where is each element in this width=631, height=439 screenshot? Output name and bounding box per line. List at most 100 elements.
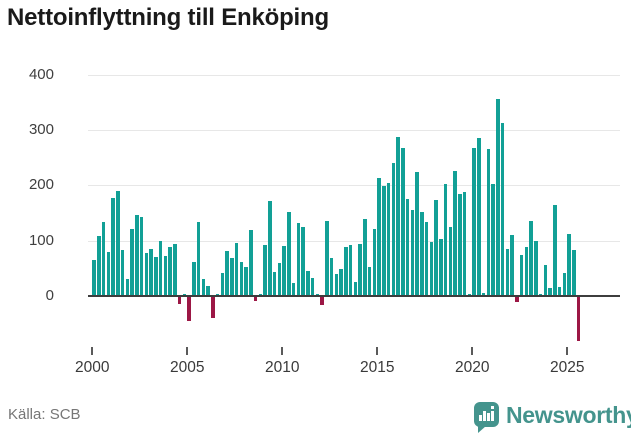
bar-2000-q52[interactable] xyxy=(339,269,343,296)
bar-2000-q36[interactable] xyxy=(263,245,267,296)
bar-2000-q69[interactable] xyxy=(420,211,424,296)
bar-2000-q93[interactable] xyxy=(534,240,538,296)
bar-2000-q38[interactable] xyxy=(272,271,277,296)
bar-2000-q57[interactable] xyxy=(363,219,367,296)
bar-2000-q56[interactable] xyxy=(358,244,362,296)
bar-2000-q8[interactable] xyxy=(130,229,134,296)
bar-2000-q27[interactable] xyxy=(220,272,225,296)
bar-2000-q77[interactable] xyxy=(458,194,462,296)
bar-2000-q89[interactable] xyxy=(515,297,519,302)
bar-2000-q49[interactable] xyxy=(325,220,329,296)
bar-2000-q25[interactable] xyxy=(211,297,215,318)
bar-2000-q51[interactable] xyxy=(334,273,339,296)
bar-2000-q12[interactable] xyxy=(149,248,153,296)
bar-2000-q64[interactable] xyxy=(396,136,400,296)
bar-2000-q29[interactable] xyxy=(230,258,234,296)
bar-2000-q66[interactable] xyxy=(405,198,410,296)
logo-chart-bar xyxy=(483,411,486,421)
bar-2000-q22[interactable] xyxy=(196,221,201,296)
bar-2000-q5[interactable] xyxy=(116,190,120,296)
bar-2000-q81[interactable] xyxy=(477,137,481,296)
bar-2000-q1[interactable] xyxy=(97,236,101,296)
bar-2000-q63[interactable] xyxy=(391,162,396,296)
bar-2000-q20[interactable] xyxy=(187,297,191,321)
bar-2000-q34[interactable] xyxy=(253,297,258,302)
bar-2000-q84[interactable] xyxy=(491,184,495,296)
bar-2000-q90[interactable] xyxy=(519,255,524,296)
bar-2000-q78[interactable] xyxy=(462,192,467,296)
bar-2000-q86[interactable] xyxy=(500,122,505,296)
bar-2000-q70[interactable] xyxy=(424,221,429,296)
bar-2000-q54[interactable] xyxy=(348,244,353,296)
bar-2000-q58[interactable] xyxy=(367,266,372,296)
bar-2000-q82[interactable] xyxy=(481,293,486,296)
bar-2000-q68[interactable] xyxy=(415,172,419,296)
bar-2000-q39[interactable] xyxy=(277,263,282,296)
bar-2000-q53[interactable] xyxy=(344,247,348,296)
bar-2000-q17[interactable] xyxy=(173,244,177,296)
bar-2000-q76[interactable] xyxy=(453,171,457,296)
bar-2000-q48[interactable] xyxy=(320,297,324,306)
bar-2000-q15[interactable] xyxy=(163,256,168,296)
bar-2000-q91[interactable] xyxy=(524,247,529,296)
bar-2000-q4[interactable] xyxy=(111,197,115,296)
bar-2000-q40[interactable] xyxy=(282,245,286,296)
bar-2000-q43[interactable] xyxy=(296,223,301,296)
bar-2000-q97[interactable] xyxy=(553,204,557,296)
bar-2000-q18[interactable] xyxy=(177,297,182,305)
bar-2000-q50[interactable] xyxy=(329,258,334,296)
bar-2000-q11[interactable] xyxy=(144,252,149,296)
bar-2000-q9[interactable] xyxy=(135,215,139,296)
bar-2000-q100[interactable] xyxy=(567,234,571,296)
newsworthy-logo[interactable]: Newsworthy xyxy=(474,401,631,435)
bar-2000-q80[interactable] xyxy=(472,147,476,296)
bar-2000-q88[interactable] xyxy=(510,235,514,296)
bar-2000-q61[interactable] xyxy=(382,185,386,296)
bar-2000-q62[interactable] xyxy=(386,183,391,296)
bar-2000-q96[interactable] xyxy=(548,288,552,296)
bar-2000-q23[interactable] xyxy=(201,279,206,296)
bar-2000-q41[interactable] xyxy=(287,211,291,296)
bar-2000-q99[interactable] xyxy=(562,273,567,296)
bar-2000-q92[interactable] xyxy=(529,221,533,296)
bar-2000-q83[interactable] xyxy=(486,149,491,296)
bar-2000-q60[interactable] xyxy=(377,178,381,296)
bar-2000-q45[interactable] xyxy=(306,271,310,296)
bar-2000-q42[interactable] xyxy=(291,283,296,296)
bar-2000-q74[interactable] xyxy=(443,184,448,296)
bar-2000-q2[interactable] xyxy=(101,221,106,296)
bar-2000-q85[interactable] xyxy=(496,99,500,296)
bar-2000-q31[interactable] xyxy=(239,261,244,296)
bar-2000-q67[interactable] xyxy=(410,210,415,296)
bar-2000-q6[interactable] xyxy=(120,250,125,296)
bar-2000-q102[interactable] xyxy=(576,297,581,341)
bar-2000-q16[interactable] xyxy=(168,247,172,296)
bar-2000-q46[interactable] xyxy=(310,277,315,296)
bar-2000-q33[interactable] xyxy=(249,230,253,296)
bar-2000-q44[interactable] xyxy=(301,226,305,296)
bar-2000-q98[interactable] xyxy=(557,287,562,296)
bar-2000-q3[interactable] xyxy=(106,251,111,296)
bar-2000-q21[interactable] xyxy=(192,262,196,296)
bar-2000-q72[interactable] xyxy=(434,200,438,296)
bar-2000-q28[interactable] xyxy=(225,250,229,296)
bar-2000-q95[interactable] xyxy=(543,265,548,296)
bar-2000-q37[interactable] xyxy=(268,200,272,296)
bar-2000-q75[interactable] xyxy=(448,226,453,296)
bar-2000-q32[interactable] xyxy=(244,266,248,296)
bar-2000-q30[interactable] xyxy=(234,243,239,296)
bar-2000-q73[interactable] xyxy=(439,239,443,296)
bar-2000-q71[interactable] xyxy=(429,241,434,296)
bar-2000-q7[interactable] xyxy=(125,279,130,296)
bar-2000-q65[interactable] xyxy=(401,147,405,296)
bar-2000-q101[interactable] xyxy=(572,250,576,296)
bar-2000-q55[interactable] xyxy=(353,282,358,296)
bar-2000-q10[interactable] xyxy=(139,217,144,296)
bar-2000-q13[interactable] xyxy=(154,257,158,296)
bar-2000-q0[interactable] xyxy=(92,260,96,296)
bar-2000-q24[interactable] xyxy=(206,286,210,296)
bar-2000-q59[interactable] xyxy=(372,228,377,296)
bar-2000-q87[interactable] xyxy=(505,248,510,296)
bar-2000-q14[interactable] xyxy=(158,240,163,296)
